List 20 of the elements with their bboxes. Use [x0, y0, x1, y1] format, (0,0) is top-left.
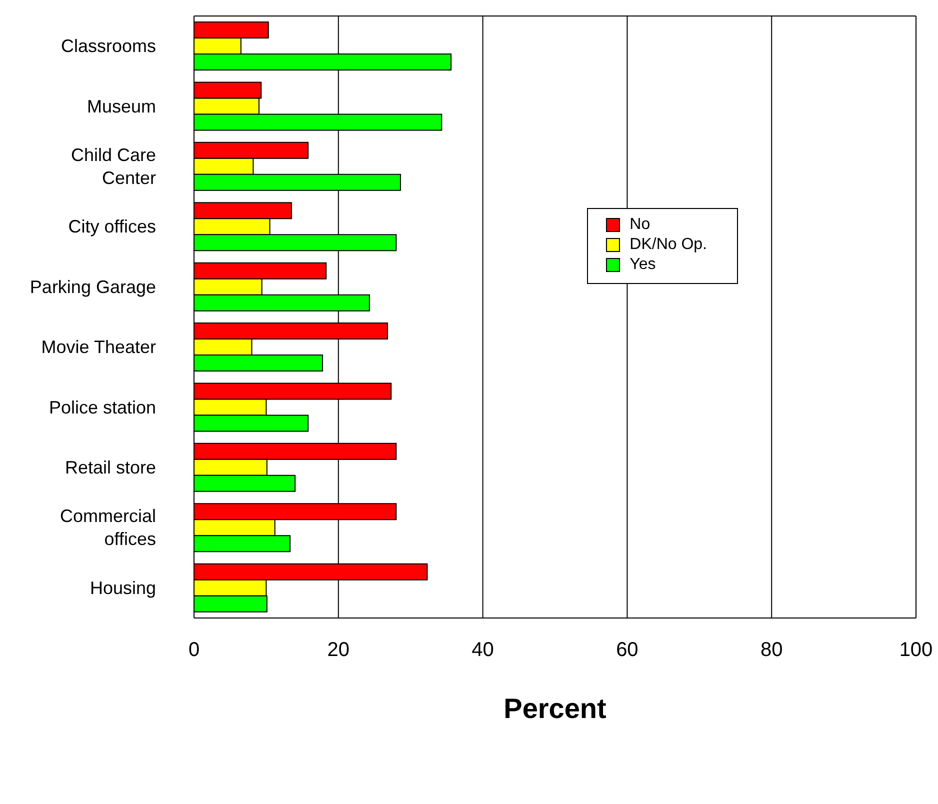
x-axis-title: Percent	[504, 693, 606, 724]
y-tick-label: Retail store	[64, 458, 156, 478]
y-tick-label: Commercial offices	[60, 506, 156, 550]
y-tick-label: Parking Garage	[30, 276, 156, 297]
y-tick-label: Museum	[86, 96, 156, 116]
x-tick-label: 60	[616, 639, 638, 662]
legend-label: DK/No Op.	[630, 236, 707, 254]
legend-label: No	[630, 216, 650, 234]
legend-label: Yes	[630, 256, 656, 274]
y-tick-label: Housing	[90, 578, 156, 598]
y-tick-label: Classrooms	[60, 36, 156, 56]
x-tick-label: 100	[899, 639, 933, 662]
y-tick-label: Police station	[48, 397, 156, 418]
x-tick-label: 40	[472, 639, 494, 662]
y-tick-label: Movie Theater	[41, 337, 156, 358]
x-tick-label: 0	[188, 639, 200, 662]
x-tick-label: 20	[327, 639, 350, 662]
x-tick-label: 80	[760, 639, 783, 662]
y-tick-label: City offices	[68, 216, 156, 237]
y-tick-label: Child Care Center	[70, 145, 156, 188]
